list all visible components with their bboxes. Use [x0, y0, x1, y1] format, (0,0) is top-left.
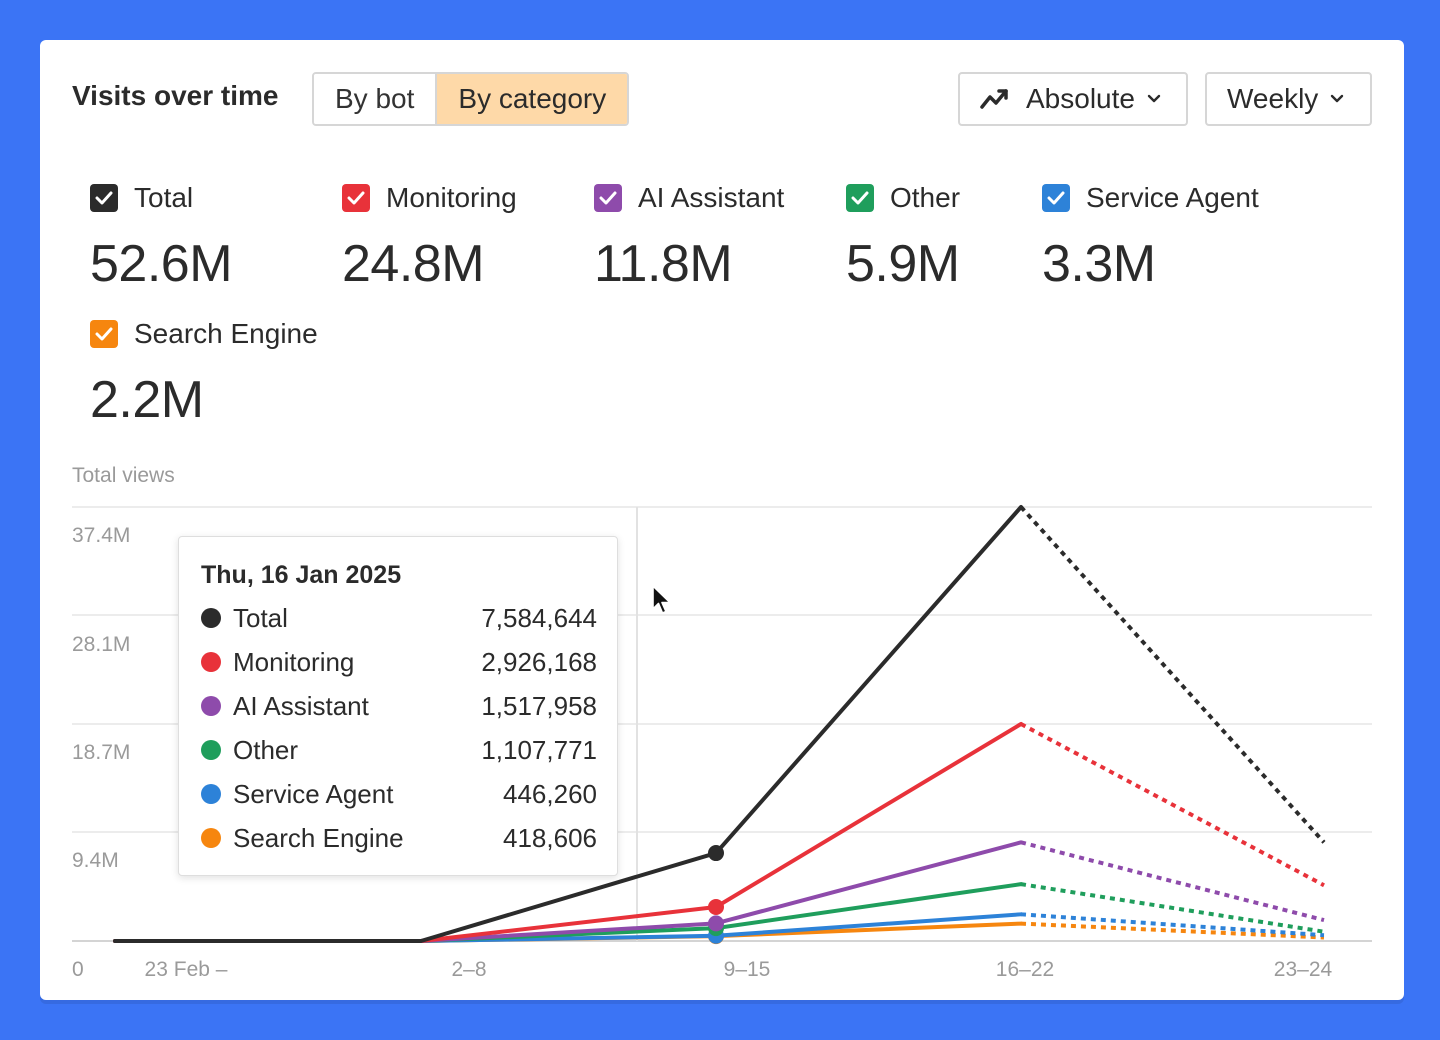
x-tick-label: 23 Feb – [145, 958, 228, 981]
interval-dropdown[interactable]: Weekly [1205, 72, 1372, 126]
metric-label: Search Engine [134, 318, 318, 349]
series-partial-line-service-agent [1020, 912, 1325, 938]
legend-dot [201, 828, 221, 848]
metric-service-agent: Service Agent 3.3M [1042, 180, 1259, 290]
tooltip-row-ai-assistant: AI Assistant 1,517,958 [201, 689, 597, 723]
y-axis-title: Total views [72, 464, 175, 487]
tooltip-row-value: 2,926,168 [481, 646, 597, 677]
tooltip-row-name: Other [233, 734, 299, 765]
metric-label: Other [890, 182, 961, 213]
checkbox-total[interactable] [90, 184, 118, 212]
metric-value: 11.8M [594, 235, 733, 293]
point-marker-monitoring [708, 898, 724, 915]
series-line-total [113, 505, 1023, 943]
checkbox-other[interactable] [846, 184, 874, 212]
line-chart[interactable]: 0 9.4M 18.7M 28.1M 37.4M 23 Feb – 2–8 9–15 16–22… [40, 40, 1404, 1000]
legend-dot [201, 740, 221, 760]
visits-card: Visits over time By bot By category Abso… [40, 40, 1404, 1000]
metric-monitoring: Monitoring 24.8M [342, 180, 517, 290]
legend-dot [201, 608, 221, 628]
tooltip-row-value: 1,517,958 [481, 690, 597, 721]
metric-value: 24.8M [342, 235, 485, 293]
tooltip-row-value: 1,107,771 [481, 734, 597, 765]
chart-tooltip: Thu, 16 Jan 2025 Total 7,584,644 Monitori… [178, 536, 618, 876]
tooltip-row-name: Monitoring [233, 646, 355, 677]
trend-line-icon [980, 88, 1008, 110]
tooltip-row-monitoring: Monitoring 2,926,168 [201, 645, 597, 679]
mode-dropdown[interactable]: Absolute [958, 72, 1188, 126]
x-tick-label: 23–24 [1274, 958, 1333, 981]
checkbox-search-engine[interactable] [90, 320, 118, 348]
checkbox-ai-assistant[interactable] [594, 184, 622, 212]
mode-dropdown-label: Absolute [1026, 83, 1135, 114]
metric-label: AI Assistant [638, 182, 785, 213]
mouse-pointer-icon [651, 584, 673, 621]
metric-ai-assistant: AI Assistant 11.8M [594, 180, 784, 290]
chevron-down-icon [1147, 94, 1161, 104]
tab-by-bot[interactable]: By bot [314, 74, 436, 124]
tooltip-row-name: Service Agent [233, 778, 394, 809]
series-partial-line-total [1019, 505, 1326, 844]
tooltip-row-service-agent: Service Agent 446,260 [201, 777, 597, 811]
tooltip-row-name: AI Assistant [233, 690, 369, 721]
point-marker-ai-assistant [708, 915, 724, 932]
checkbox-monitoring[interactable] [342, 184, 370, 212]
tooltip-row-name: Total [233, 602, 288, 633]
x-tick-label: 16–22 [996, 958, 1054, 981]
tooltip-row-search-engine: Search Engine 418,606 [201, 821, 597, 855]
metric-search-engine: Search Engine 2.2M [90, 316, 318, 426]
y-tick-label: 18.7M [72, 741, 130, 764]
tooltip-date: Thu, 16 Jan 2025 [201, 561, 402, 589]
tooltip-row-other: Other 1,107,771 [201, 733, 597, 767]
series-partial-line-ai-assistant [1020, 840, 1325, 923]
point-marker-total [708, 845, 724, 862]
y-tick-label: 28.1M [72, 633, 130, 656]
series-partial-line-search-engine [1020, 921, 1325, 940]
series-partial-line-monitoring [1020, 722, 1325, 888]
view-toggle: By bot By category [312, 72, 630, 126]
tooltip-row-value: 418,606 [503, 822, 597, 853]
series-partial-line-other [1020, 882, 1325, 934]
x-tick-label: 2–8 [451, 958, 486, 981]
legend-dot [201, 652, 221, 672]
metric-value: 5.9M [846, 235, 960, 293]
legend-dot [201, 784, 221, 804]
tooltip-row-total: Total 7,584,644 [201, 601, 597, 635]
chevron-down-icon [1330, 94, 1344, 104]
tooltip-row-value: 446,260 [503, 778, 597, 809]
metric-value: 52.6M [90, 235, 233, 293]
metric-value: 2.2M [90, 371, 204, 429]
y-tick-label: 0 [72, 958, 84, 981]
metric-label: Service Agent [1086, 182, 1259, 213]
tooltip-row-name: Search Engine [233, 822, 404, 853]
interval-dropdown-label: Weekly [1227, 83, 1319, 114]
metric-label: Total [134, 182, 194, 213]
metric-total: Total 52.6M [90, 180, 233, 293]
legend-dot [201, 696, 221, 716]
y-tick-label: 37.4M [72, 524, 130, 547]
x-tick-label: 9–15 [724, 958, 771, 981]
metric-value: 3.3M [1042, 235, 1156, 293]
tooltip-row-value: 7,584,644 [481, 602, 597, 633]
metric-other: Other 5.9M [846, 180, 960, 290]
y-tick-label: 9.4M [72, 849, 119, 872]
tab-by-category[interactable]: By category [435, 74, 628, 124]
page-title: Visits over time [72, 80, 279, 111]
metric-label: Monitoring [386, 182, 517, 213]
checkbox-service-agent[interactable] [1042, 184, 1070, 212]
